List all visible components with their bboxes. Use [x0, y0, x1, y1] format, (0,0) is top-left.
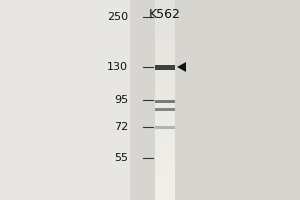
Polygon shape: [177, 62, 186, 72]
Text: 95: 95: [114, 95, 128, 105]
Text: 130: 130: [107, 62, 128, 72]
Text: 250: 250: [107, 12, 128, 22]
Text: 55: 55: [114, 153, 128, 163]
Text: K562: K562: [149, 8, 181, 21]
Text: 72: 72: [114, 122, 128, 132]
